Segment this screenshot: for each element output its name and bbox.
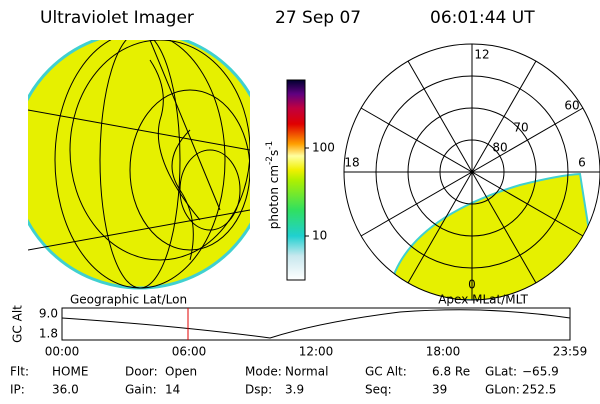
- status-value: Open: [165, 365, 197, 379]
- colorbar: [286, 79, 306, 281]
- mlt-label: 6: [578, 156, 586, 170]
- y-tick-label: 9.0: [39, 307, 58, 321]
- x-tick-label: 18:00: [426, 345, 461, 359]
- status-label: Dsp:: [245, 383, 272, 397]
- mlt-label: 12: [474, 48, 489, 62]
- x-tick-label: 00:00: [45, 345, 80, 359]
- y-tick-label: 1.8: [39, 327, 58, 341]
- time: 06:01:44 UT: [430, 8, 535, 28]
- colorbar-tick: 10: [312, 229, 327, 243]
- lat-label: 60: [564, 99, 579, 113]
- status-label: GLat:: [485, 365, 517, 379]
- status-value: 14: [165, 383, 180, 397]
- status-label: GC Alt:: [365, 365, 407, 379]
- colorbar-tick: 100: [312, 141, 335, 155]
- status-label: GLon:: [485, 383, 520, 397]
- status-value: 6.8 Re: [432, 365, 470, 379]
- altitude-frame: [61, 307, 571, 341]
- x-ticks: 00:00 06:00 12:00 18:00 23:59: [45, 345, 588, 359]
- x-tick-label: 06:00: [172, 345, 207, 359]
- status: Flt: HOME Door: Open Mode: Normal GC Alt: 6.8 R…: [10, 365, 559, 397]
- geo-label: Geographic Lat/Lon: [70, 293, 187, 307]
- polar-label: Apex MLat/MLT: [438, 293, 528, 307]
- status-value: −65.9: [522, 365, 559, 379]
- status-label: IP:: [10, 383, 25, 397]
- mlt-label: 18: [344, 156, 359, 170]
- status-value: 252.5: [522, 383, 556, 397]
- lat-label: 70: [513, 121, 528, 135]
- polar-image: [343, 43, 600, 301]
- altitude-curve: [61, 309, 571, 339]
- status-label: Seq:: [365, 383, 392, 397]
- status-label: Mode:: [245, 365, 282, 379]
- colorbar-label: photon cm-2s-1: [265, 141, 281, 230]
- x-tick-label: 12:00: [299, 345, 334, 359]
- status-label: Door:: [125, 365, 158, 379]
- mlt-label: 0: [468, 278, 476, 292]
- geo-image: [28, 40, 250, 290]
- lat-label: 80: [492, 141, 507, 155]
- status-label: Flt:: [10, 365, 29, 379]
- date: 27 Sep 07: [275, 8, 361, 28]
- status-value: Normal: [285, 365, 328, 379]
- instrument: Ultraviolet Imager: [40, 8, 194, 28]
- status-label: Gain:: [125, 383, 157, 397]
- x-tick-label: 23:59: [553, 345, 588, 359]
- status-value: 36.0: [52, 383, 79, 397]
- y-axis-label: GC Alt: [11, 305, 25, 343]
- status-value: 39: [432, 383, 447, 397]
- status-value: 3.9: [285, 383, 304, 397]
- status-value: HOME: [52, 365, 88, 379]
